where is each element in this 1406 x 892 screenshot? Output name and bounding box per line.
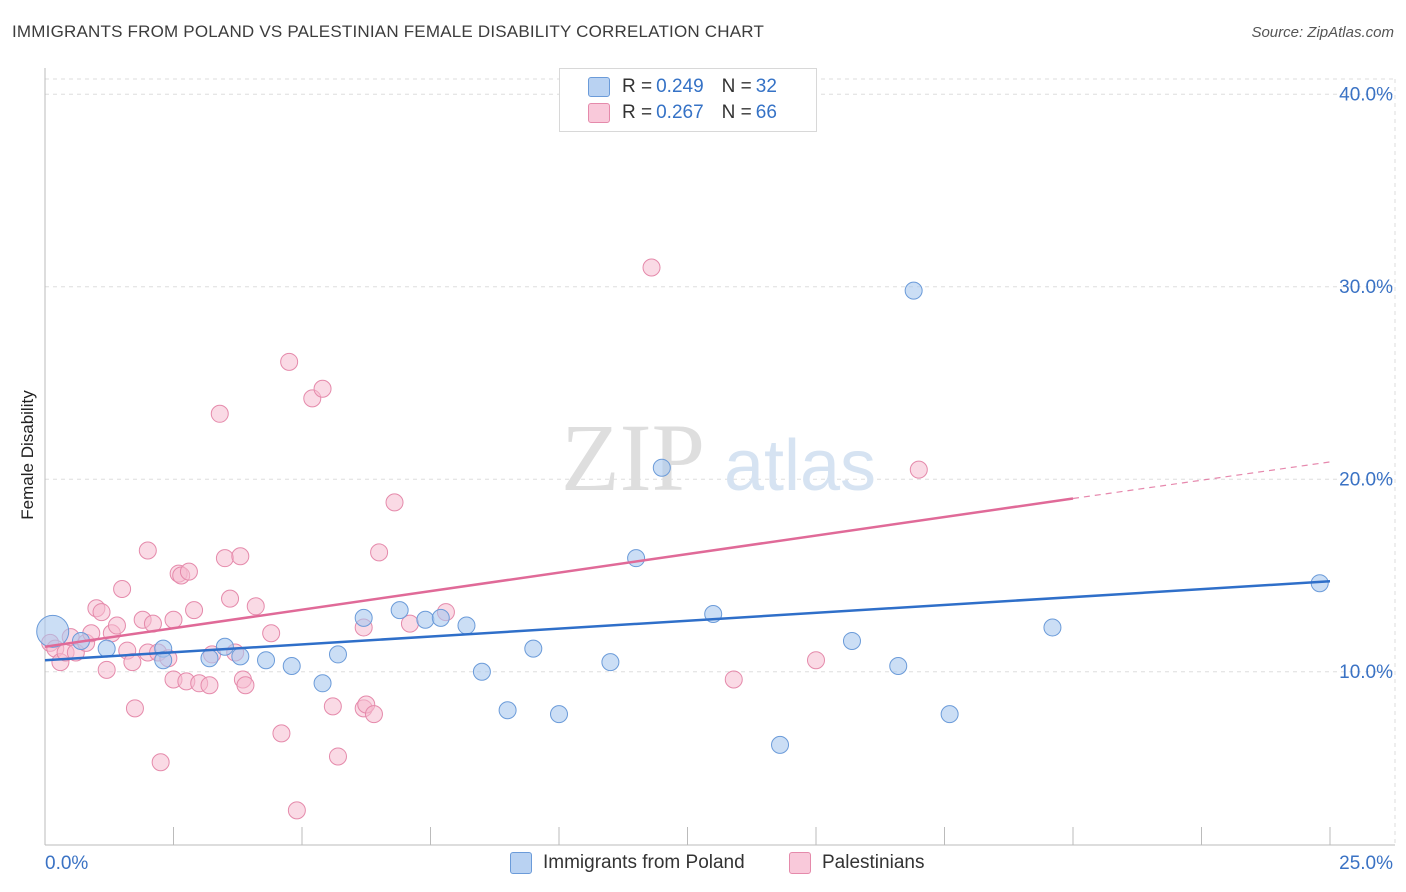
legend: R = 0.249 N = 32 R = 0.267 N = 66 — [559, 68, 817, 132]
legend-r-label: R = — [622, 102, 653, 123]
axes — [44, 68, 1395, 846]
trend-line-palestinians-extension — [1072, 461, 1331, 500]
bottom-legend-poland: Immigrants from Poland — [510, 852, 745, 874]
data-point-palestinians — [642, 258, 661, 277]
gridlines — [45, 78, 1396, 845]
legend-n-label: N = — [721, 76, 752, 97]
tick-labels: 10.0% 20.0% 30.0% 40.0% 0.0% 25.0% — [45, 84, 1393, 874]
data-point-palestinians — [724, 670, 743, 689]
data-point-palestinians — [125, 699, 144, 718]
data-point-palestinians — [313, 379, 332, 398]
data-point-palestinians — [185, 601, 204, 620]
bottom-legend-swatch-blue — [510, 852, 532, 874]
legend-r-value: 0.249 — [656, 76, 704, 97]
data-point-poland — [940, 705, 959, 724]
data-point-poland — [416, 610, 435, 629]
data-point-poland — [457, 616, 476, 635]
legend-n-value: 32 — [755, 76, 777, 97]
data-point-poland — [472, 662, 491, 681]
data-point-poland — [390, 601, 409, 620]
watermark: ZIP atlas — [561, 404, 876, 511]
data-point-palestinians — [231, 547, 250, 566]
bottom-legend: Immigrants from Poland Palestinians — [0, 852, 1406, 878]
data-point-palestinians — [909, 460, 928, 479]
source-label: Source: ZipAtlas.com — [1251, 24, 1394, 41]
data-point-poland — [889, 656, 908, 675]
legend-r-value: 0.267 — [656, 102, 704, 123]
legend-swatch-blue — [588, 77, 610, 97]
data-point-poland — [200, 649, 219, 668]
data-point-poland — [498, 701, 517, 720]
data-point-poland — [97, 639, 116, 658]
chart-title: IMMIGRANTS FROM POLAND VS PALESTINIAN FE… — [12, 22, 765, 41]
legend-swatch-pink — [588, 103, 610, 123]
data-point-palestinians — [236, 676, 255, 695]
data-point-palestinians — [287, 801, 306, 820]
y-tick-label: 20.0% — [1339, 469, 1393, 490]
x-tick-label: 25.0% — [1339, 853, 1393, 874]
data-point-poland — [215, 637, 234, 656]
trend-line-palestinians — [44, 497, 1074, 648]
data-point-palestinians — [200, 676, 219, 695]
data-point-palestinians — [179, 562, 198, 581]
data-point-palestinians — [807, 651, 825, 670]
bottom-legend-swatch-pink — [789, 852, 811, 874]
bottom-legend-palestinians: Palestinians — [789, 852, 924, 874]
data-point-palestinians — [107, 616, 126, 635]
data-point-palestinians — [262, 624, 281, 643]
trend-line-poland — [44, 580, 1331, 662]
legend-r-label: R = — [622, 76, 653, 97]
data-point-palestinians — [385, 493, 404, 512]
y-tick-label: 10.0% — [1339, 662, 1393, 683]
data-point-palestinians — [370, 543, 389, 562]
legend-row-palestinians: R = 0.267 N = 66 — [588, 100, 777, 126]
legend-row-poland: R = 0.249 N = 32 — [588, 74, 777, 100]
data-point-palestinians — [221, 589, 240, 608]
data-point-poland — [328, 645, 347, 664]
x-tick-label: 0.0% — [45, 853, 88, 874]
data-point-poland — [1043, 618, 1062, 637]
data-point-palestinians — [97, 660, 116, 679]
data-point-poland — [601, 653, 620, 672]
data-point-palestinians — [323, 697, 342, 716]
legend-n-label: N = — [721, 102, 752, 123]
data-point-poland — [431, 608, 450, 627]
data-point-palestinians — [151, 753, 170, 772]
watermark-atlas: atlas — [724, 426, 876, 506]
data-point-palestinians — [364, 705, 383, 724]
data-point-palestinians — [215, 549, 234, 568]
trend-lines — [44, 461, 1331, 662]
data-point-poland — [282, 656, 301, 675]
data-point-poland — [771, 735, 790, 754]
data-point-poland — [904, 281, 923, 300]
data-point-poland — [842, 631, 861, 650]
bottom-legend-label: Palestinians — [822, 852, 925, 873]
data-point-poland — [550, 705, 568, 724]
data-point-palestinians — [92, 603, 111, 622]
bottom-legend-label: Immigrants from Poland — [543, 852, 745, 873]
y-tick-label: 40.0% — [1339, 84, 1393, 105]
data-point-palestinians — [113, 579, 132, 598]
data-point-poland — [627, 549, 646, 568]
data-point-palestinians — [246, 597, 265, 616]
legend-n-value: 66 — [755, 102, 777, 123]
data-point-poland — [354, 608, 373, 627]
watermark-zip: ZIP — [561, 404, 705, 511]
series-poland — [36, 281, 1329, 754]
data-point-poland — [313, 674, 332, 693]
data-point-poland — [652, 458, 671, 477]
data-point-palestinians — [280, 352, 299, 371]
data-point-palestinians — [164, 610, 183, 629]
data-point-poland — [257, 651, 276, 670]
data-point-poland — [36, 614, 70, 648]
data-point-palestinians — [272, 724, 291, 743]
data-point-palestinians — [328, 747, 347, 766]
y-tick-label: 30.0% — [1339, 277, 1393, 298]
data-point-palestinians — [210, 404, 229, 423]
data-point-poland — [231, 647, 250, 666]
data-point-poland — [524, 639, 543, 658]
data-point-palestinians — [138, 541, 157, 560]
